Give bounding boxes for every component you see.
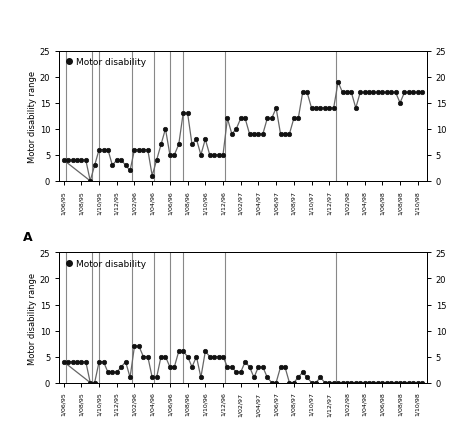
Legend: Motor disability: Motor disability	[64, 258, 147, 270]
Text: A: A	[22, 231, 32, 244]
Legend: Motor disability: Motor disability	[64, 56, 147, 69]
Y-axis label: Motor disability range: Motor disability range	[28, 272, 37, 364]
Y-axis label: Motor disability range: Motor disability range	[28, 71, 37, 163]
